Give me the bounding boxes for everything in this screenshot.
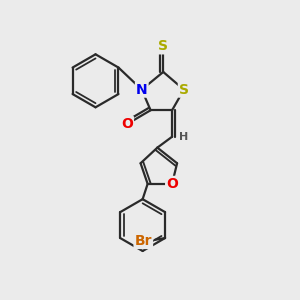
Text: O: O [121, 117, 133, 131]
Text: N: N [136, 82, 148, 97]
Text: S: S [179, 82, 189, 97]
Text: Br: Br [134, 234, 152, 248]
Text: O: O [166, 177, 178, 191]
Text: S: S [158, 39, 168, 53]
Text: H: H [178, 132, 188, 142]
